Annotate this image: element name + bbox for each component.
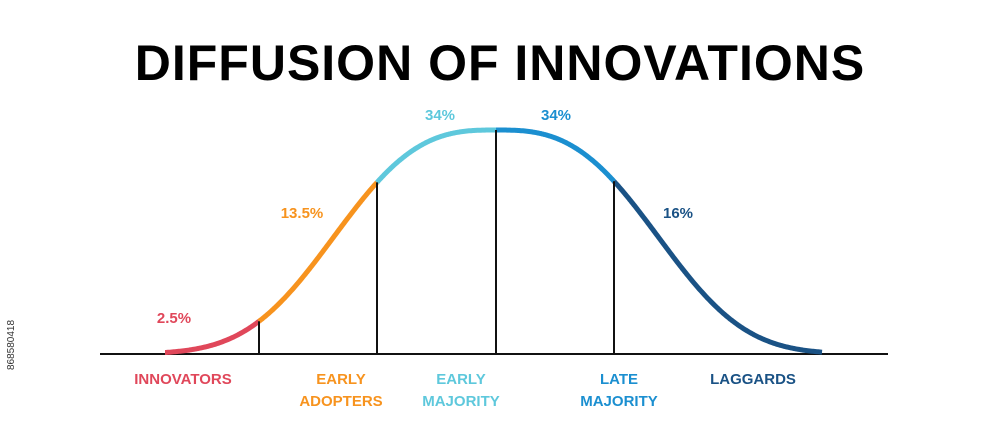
- curve-segment: [257, 180, 379, 324]
- category-label: LATE: [600, 371, 638, 388]
- curve-segment: [496, 127, 616, 183]
- category-label: MAJORITY: [580, 393, 658, 410]
- category-label: INNOVATORS: [134, 371, 232, 388]
- category-label: EARLY: [436, 371, 485, 388]
- curve-segment: [165, 319, 261, 355]
- percent-label: 34%: [541, 107, 571, 124]
- category-label: LAGGARDS: [710, 371, 796, 388]
- percent-label: 13.5%: [281, 205, 324, 222]
- category-label: MAJORITY: [422, 393, 500, 410]
- percent-label: 34%: [425, 107, 455, 124]
- curve-segment: [612, 179, 823, 355]
- curve-segment: [375, 127, 496, 185]
- title: DIFFUSION OF INNOVATIONS: [135, 35, 865, 91]
- category-label: ADOPTERS: [299, 393, 382, 410]
- category-label: EARLY: [316, 371, 365, 388]
- watermark-id: 868580418: [6, 320, 17, 370]
- percent-label: 16%: [663, 205, 693, 222]
- percent-label: 2.5%: [157, 310, 191, 327]
